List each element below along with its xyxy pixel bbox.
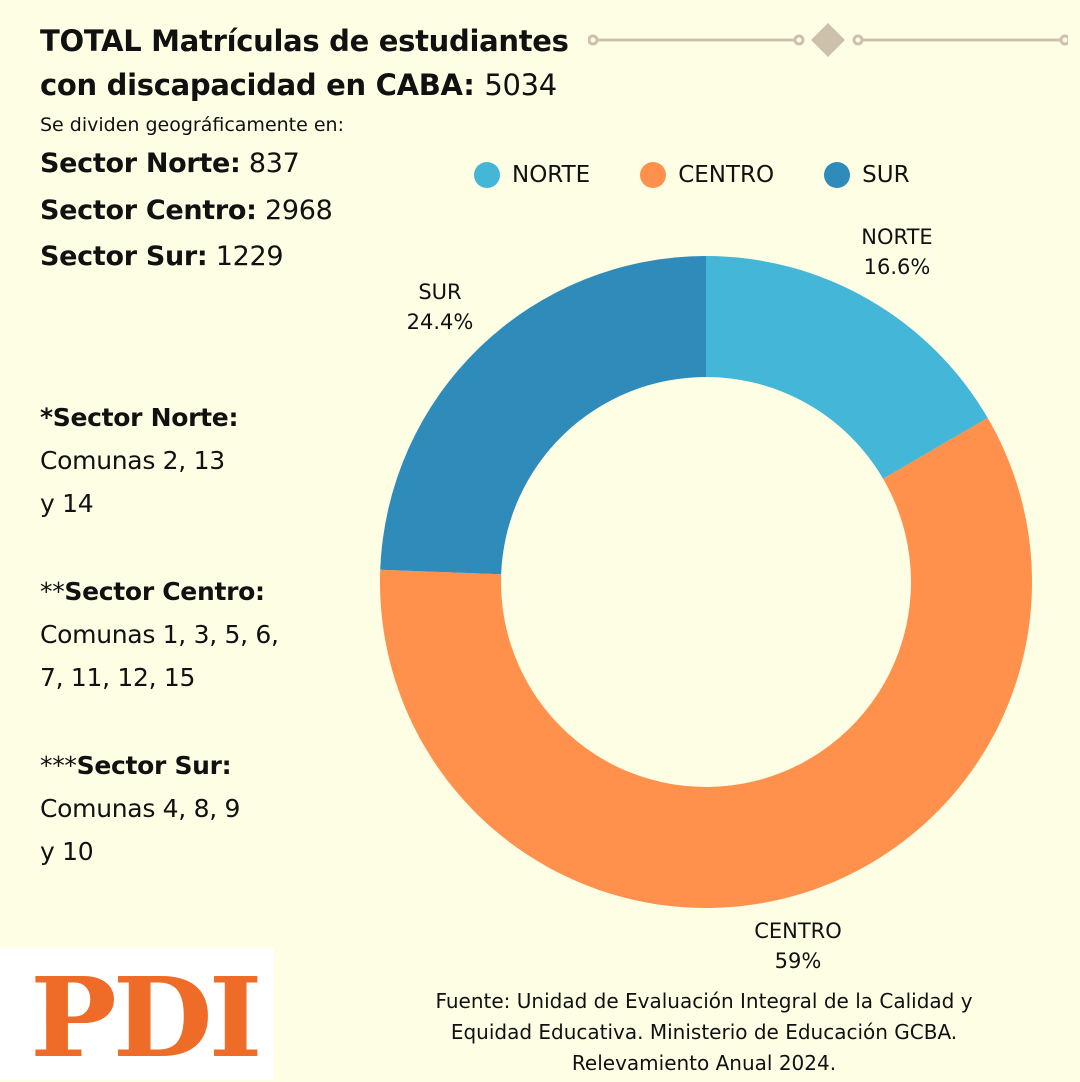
sector-label: Sector Sur: <box>40 241 208 272</box>
legend-label: CENTRO <box>678 162 775 188</box>
slice-label-category: CENTRO <box>754 919 842 943</box>
legend-swatch <box>824 162 851 188</box>
note-centro: **Sector Centro: Comunas 1, 3, 5, 6, 7, … <box>40 570 279 699</box>
title-line-1: TOTAL Matrículas de estudiantes <box>40 24 569 58</box>
ornament-dot <box>588 34 599 46</box>
ornament-divider <box>588 23 1068 57</box>
note-line: y 10 <box>40 837 94 866</box>
slice-label-value: 24.4% <box>406 310 474 334</box>
slice-label-centro: CENTRO 59% <box>754 916 842 976</box>
note-stars: ** <box>40 577 65 606</box>
legend-item-centro: CENTRO <box>640 162 774 188</box>
chart-legend: NORTE CENTRO SUR <box>474 162 960 188</box>
title-line-2: con discapacidad en CABA: 5034 <box>40 68 557 102</box>
title-total: 5034 <box>484 68 557 102</box>
slice-label-value: 16.6% <box>863 255 931 279</box>
legend-label: SUR <box>862 162 910 188</box>
sector-centro-total: Sector Centro: 2968 <box>40 195 333 226</box>
legend-item-sur: SUR <box>824 162 910 188</box>
slice-label-category: SUR <box>418 280 462 304</box>
slice-label-sur: SUR 24.4% <box>407 277 474 337</box>
note-line: 7, 11, 12, 15 <box>40 663 196 692</box>
note-stars: *** <box>40 751 77 780</box>
subtitle: Se dividen geográficamente en: <box>40 114 344 136</box>
note-line: Comunas 2, 13 <box>40 446 225 475</box>
sector-norte-total: Sector Norte: 837 <box>40 148 300 179</box>
note-line: y 14 <box>40 489 94 518</box>
note-line: Comunas 1, 3, 5, 6, <box>40 620 279 649</box>
slice-label-category: NORTE <box>861 225 933 249</box>
ornament-dot <box>793 34 805 46</box>
source-line: Fuente: Unidad de Evaluación Integral de… <box>435 989 973 1013</box>
ornament-diamond <box>811 23 845 57</box>
note-heading: *Sector Norte: <box>40 403 239 432</box>
note-heading: Sector Centro: <box>64 577 265 606</box>
note-line: Comunas 4, 8, 9 <box>40 794 241 823</box>
legend-item-norte: NORTE <box>474 162 590 188</box>
legend-swatch <box>474 162 500 188</box>
note-sur: ***Sector Sur: Comunas 4, 8, 9 y 10 <box>40 744 240 873</box>
legend-swatch <box>640 162 667 188</box>
sector-value: 1229 <box>215 241 284 272</box>
ornament-dot <box>852 34 864 46</box>
ornament-dot <box>1059 34 1068 46</box>
source-line: Equidad Educativa. Ministerio de Educaci… <box>450 1020 958 1044</box>
source-line: Relevamiento Anual 2024. <box>571 1051 837 1075</box>
source-note: Fuente: Unidad de Evaluación Integral de… <box>435 986 972 1079</box>
sector-label: Sector Centro: <box>40 195 257 226</box>
donut-slice-norte <box>706 256 988 479</box>
sector-label: Sector Norte: <box>40 148 241 179</box>
donut-slice-centro <box>380 417 1032 909</box>
note-heading: Sector Sur: <box>76 751 232 780</box>
logo-text: PDI <box>30 953 263 1082</box>
logo: PDI <box>0 948 274 1080</box>
slice-label-norte: NORTE 16.6% <box>861 222 932 282</box>
title-label: con discapacidad en CABA: <box>40 68 475 102</box>
legend-label: NORTE <box>512 162 591 188</box>
note-norte: *Sector Norte: Comunas 2, 13 y 14 <box>40 396 238 525</box>
slice-label-value: 59% <box>774 949 822 973</box>
donut-slice-sur <box>380 256 706 575</box>
sector-value: 2968 <box>264 195 333 226</box>
sector-value: 837 <box>248 148 300 179</box>
sector-sur-total: Sector Sur: 1229 <box>40 241 284 272</box>
